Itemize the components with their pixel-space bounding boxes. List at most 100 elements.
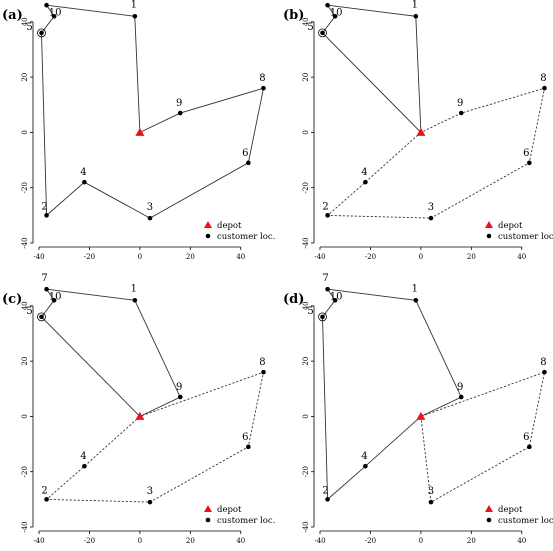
customer-label-10: 10: [49, 291, 62, 302]
x-tick-label: 0: [138, 537, 142, 545]
panel-label-a: (a): [2, 8, 23, 23]
customer-point-1: [132, 297, 138, 303]
customer-label-1: 1: [412, 0, 418, 10]
x-tick-label: 20: [186, 253, 195, 261]
route-solid-1: [321, 4, 422, 133]
depot-marker: [135, 411, 145, 420]
customer-label-2: 2: [322, 201, 328, 212]
customer-label-10: 10: [330, 291, 343, 302]
y-tick-label: 40: [21, 17, 29, 26]
customer-label-10: 10: [330, 7, 343, 18]
legend-customer-marker: [486, 517, 492, 523]
y-tick-label: 0: [21, 414, 29, 418]
panel-c: -40 -20 0 20 40 -40 -20 0 20 40 1 2 3 4 5 6 7 8 9 10 (c) depo…: [2, 273, 275, 545]
customer-point-6: [246, 160, 251, 166]
customer-5-ring: [318, 312, 327, 322]
legend-depot-marker: [485, 505, 493, 512]
panel-label-b: (b): [283, 8, 304, 23]
customer-point-10: [51, 13, 57, 19]
customer-label-6: 6: [242, 148, 248, 159]
x-tick-label: -40: [314, 253, 325, 261]
panel-label-c: (c): [2, 292, 22, 307]
customer-label-6: 6: [523, 432, 529, 443]
customer-label-3: 3: [147, 202, 153, 213]
panel-a: -40-2002040-40-200204012345678910(a)depo…: [2, 0, 275, 261]
customer-point-8: [542, 85, 547, 91]
x-tick-label: 40: [517, 253, 526, 261]
customer-label-4: 4: [361, 451, 367, 462]
customer-point-10: [332, 297, 338, 303]
y-tick-label: 40: [302, 17, 310, 26]
y-tick-label: 40: [21, 301, 29, 310]
customer-point-9: [177, 110, 183, 116]
customer-label-3: 3: [428, 202, 434, 213]
route-solid-1: [322, 288, 462, 501]
customer-point-9: [177, 394, 183, 400]
x-tick-label: -20: [84, 253, 95, 261]
y-tick-label: 40: [302, 301, 310, 310]
customer-point-1: [413, 13, 419, 19]
legend-customer-label: customer loc.: [498, 516, 553, 526]
x-tick-label: 40: [236, 537, 245, 545]
customer-point-1: [132, 13, 138, 19]
customer-point-9: [458, 110, 464, 116]
customer-label-8: 8: [259, 73, 265, 84]
legend-customer-label: customer loc.: [217, 232, 275, 242]
customer-point-9: [458, 394, 464, 400]
panel-b: -40-2002040-40-200204012345678910(b)depo…: [283, 0, 553, 261]
x-tick-label: 40: [517, 537, 526, 545]
route-dashed-2: [420, 371, 546, 503]
y-tick-label: 20: [302, 357, 310, 366]
customer-label-6: 6: [523, 148, 529, 159]
legend-depot-label: depot: [217, 505, 242, 515]
customer-point-6: [527, 160, 532, 166]
customer-point-6: [527, 444, 532, 450]
legend-depot-label: depot: [498, 505, 523, 515]
customer-point-6: [246, 444, 251, 450]
y-tick-label: -40: [302, 521, 310, 532]
y-tick-label: -20: [302, 466, 310, 477]
customer-point-7: [325, 286, 330, 292]
legend-depot-label: depot: [498, 221, 523, 231]
y-tick-label: -20: [302, 182, 310, 193]
customer-label-1: 1: [412, 283, 418, 294]
x-tick-label: 20: [467, 537, 476, 545]
customer-point-2: [325, 213, 330, 218]
x-tick-label: -20: [365, 537, 376, 545]
customer-label-9: 9: [457, 382, 463, 393]
customer-label-8: 8: [540, 73, 546, 84]
x-tick-label: 0: [138, 253, 142, 261]
customer-label-1: 1: [131, 283, 137, 294]
customer-5-ring: [37, 28, 46, 38]
customer-5-ring: [37, 312, 46, 322]
x-tick-label: 20: [467, 253, 476, 261]
panel-label-d: (d): [283, 292, 304, 307]
customer-label-8: 8: [540, 357, 546, 368]
customer-point-10: [51, 297, 57, 303]
customer-label-7: 7: [41, 273, 47, 284]
depot-marker: [416, 411, 426, 420]
customer-point-4: [363, 463, 368, 469]
customer-point-7: [44, 2, 49, 8]
customer-point-8: [261, 369, 266, 375]
legend-depot-marker: [204, 221, 212, 228]
customer-point-4: [363, 179, 368, 185]
customer-label-1: 1: [131, 0, 137, 10]
y-tick-label: -40: [21, 237, 29, 248]
route-solid-1: [40, 288, 181, 417]
y-tick-label: 20: [302, 73, 310, 82]
x-tick-label: -20: [365, 253, 376, 261]
x-tick-label: 0: [419, 253, 423, 261]
y-tick-label: -40: [302, 237, 310, 248]
x-tick-label: 40: [236, 253, 245, 261]
customer-5-ring: [318, 28, 327, 38]
customer-point-8: [542, 369, 547, 375]
route-dashed-2: [45, 371, 265, 503]
customer-point-8: [261, 85, 266, 91]
customer-point-5: [39, 30, 44, 36]
y-tick-label: -20: [21, 466, 29, 477]
customer-label-6: 6: [242, 432, 248, 443]
legend-customer-marker: [205, 233, 211, 239]
